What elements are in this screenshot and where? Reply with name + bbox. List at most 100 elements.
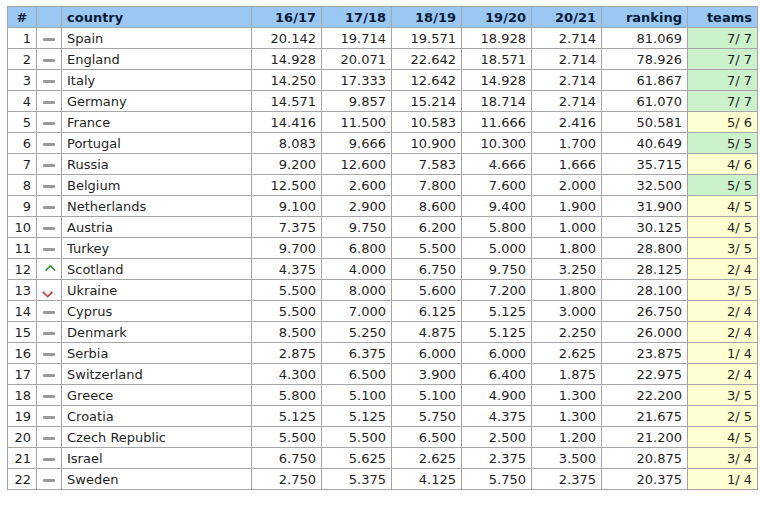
season-value-cell: 11.500 bbox=[322, 112, 392, 133]
season-value-cell: 5.500 bbox=[252, 301, 322, 322]
season-value-cell: 2.714 bbox=[532, 91, 602, 112]
season-value-cell: 6.400 bbox=[462, 364, 532, 385]
season-value-cell: 5.125 bbox=[462, 322, 532, 343]
table-body: 1Spain20.14219.71419.57118.9282.71481.06… bbox=[8, 28, 758, 490]
movement-cell bbox=[37, 385, 62, 406]
season-value-cell: 5.500 bbox=[322, 427, 392, 448]
dash-icon bbox=[43, 122, 55, 125]
season-value-cell: 9.750 bbox=[462, 259, 532, 280]
country-cell: Portugal bbox=[62, 133, 252, 154]
rank-cell: 4 bbox=[8, 91, 37, 112]
table-row: 14Cyprus5.5007.0006.1255.1253.00026.7502… bbox=[8, 301, 758, 322]
rank-cell: 2 bbox=[8, 49, 37, 70]
table-row: 18Greece5.8005.1005.1004.9001.30022.2003… bbox=[8, 385, 758, 406]
season-value-cell: 2.375 bbox=[462, 448, 532, 469]
dash-icon bbox=[43, 332, 55, 335]
col-country-header: country bbox=[62, 7, 252, 28]
country-cell: Italy bbox=[62, 70, 252, 91]
season-value-cell: 5.000 bbox=[462, 238, 532, 259]
season-value-cell: 14.928 bbox=[462, 70, 532, 91]
season-value-cell: 5.125 bbox=[252, 406, 322, 427]
col-season-18-19-header: 18/19 bbox=[392, 7, 462, 28]
season-value-cell: 5.125 bbox=[322, 406, 392, 427]
season-value-cell: 14.571 bbox=[252, 91, 322, 112]
season-value-cell: 7.200 bbox=[462, 280, 532, 301]
season-value-cell: 1.900 bbox=[532, 196, 602, 217]
season-value-cell: 6.125 bbox=[392, 301, 462, 322]
teams-cell: 4/ 6 bbox=[688, 154, 758, 175]
dash-icon bbox=[43, 185, 55, 188]
rank-cell: 10 bbox=[8, 217, 37, 238]
ranking-cell: 26.750 bbox=[602, 301, 688, 322]
ranking-cell: 21.675 bbox=[602, 406, 688, 427]
movement-cell bbox=[37, 280, 62, 301]
country-cell: Czech Republic bbox=[62, 427, 252, 448]
season-value-cell: 1.300 bbox=[532, 385, 602, 406]
table-row: 19Croatia5.1255.1255.7504.3751.30021.675… bbox=[8, 406, 758, 427]
dash-icon bbox=[43, 80, 55, 83]
season-value-cell: 7.583 bbox=[392, 154, 462, 175]
season-value-cell: 6.800 bbox=[322, 238, 392, 259]
coefficients-table: # country 16/17 17/18 18/19 19/20 20/21 … bbox=[7, 6, 758, 490]
season-value-cell: 2.750 bbox=[252, 469, 322, 490]
country-cell: Spain bbox=[62, 28, 252, 49]
season-value-cell: 18.714 bbox=[462, 91, 532, 112]
ranking-cell: 22.975 bbox=[602, 364, 688, 385]
dash-icon bbox=[43, 437, 55, 440]
season-value-cell: 9.200 bbox=[252, 154, 322, 175]
ranking-cell: 23.875 bbox=[602, 343, 688, 364]
movement-cell bbox=[37, 112, 62, 133]
dash-icon bbox=[43, 479, 55, 482]
rank-cell: 11 bbox=[8, 238, 37, 259]
rank-cell: 21 bbox=[8, 448, 37, 469]
season-value-cell: 4.900 bbox=[462, 385, 532, 406]
teams-cell: 4/ 5 bbox=[688, 217, 758, 238]
country-cell: Cyprus bbox=[62, 301, 252, 322]
teams-cell: 2/ 4 bbox=[688, 364, 758, 385]
season-value-cell: 2.714 bbox=[532, 70, 602, 91]
ranking-cell: 81.069 bbox=[602, 28, 688, 49]
rank-cell: 7 bbox=[8, 154, 37, 175]
movement-cell bbox=[37, 448, 62, 469]
season-value-cell: 2.000 bbox=[532, 175, 602, 196]
season-value-cell: 9.750 bbox=[322, 217, 392, 238]
season-value-cell: 5.100 bbox=[392, 385, 462, 406]
ranking-cell: 20.375 bbox=[602, 469, 688, 490]
country-cell: Austria bbox=[62, 217, 252, 238]
teams-cell: 7/ 7 bbox=[688, 70, 758, 91]
season-value-cell: 3.250 bbox=[532, 259, 602, 280]
movement-cell bbox=[37, 49, 62, 70]
movement-cell bbox=[37, 343, 62, 364]
ranking-cell: 31.900 bbox=[602, 196, 688, 217]
rank-cell: 16 bbox=[8, 343, 37, 364]
season-value-cell: 4.300 bbox=[252, 364, 322, 385]
season-value-cell: 4.875 bbox=[392, 322, 462, 343]
season-value-cell: 10.900 bbox=[392, 133, 462, 154]
country-cell: Serbia bbox=[62, 343, 252, 364]
dash-icon bbox=[43, 227, 55, 230]
season-value-cell: 3.900 bbox=[392, 364, 462, 385]
season-value-cell: 5.250 bbox=[322, 322, 392, 343]
table-row: 12Scotland4.3754.0006.7509.7503.25028.12… bbox=[8, 259, 758, 280]
season-value-cell: 9.100 bbox=[252, 196, 322, 217]
col-rank-header: # bbox=[8, 7, 37, 28]
season-value-cell: 2.625 bbox=[532, 343, 602, 364]
table-row: 10Austria7.3759.7506.2005.8001.00030.125… bbox=[8, 217, 758, 238]
col-season-20-21-header: 20/21 bbox=[532, 7, 602, 28]
dash-icon bbox=[43, 101, 55, 104]
season-value-cell: 8.083 bbox=[252, 133, 322, 154]
movement-cell bbox=[37, 133, 62, 154]
table-row: 5France14.41611.50010.58311.6662.41650.5… bbox=[8, 112, 758, 133]
season-value-cell: 4.000 bbox=[322, 259, 392, 280]
teams-cell: 2/ 4 bbox=[688, 322, 758, 343]
country-cell: Scotland bbox=[62, 259, 252, 280]
teams-cell: 7/ 7 bbox=[688, 28, 758, 49]
season-value-cell: 20.071 bbox=[322, 49, 392, 70]
col-season-17-18-header: 17/18 bbox=[322, 7, 392, 28]
season-value-cell: 5.750 bbox=[392, 406, 462, 427]
dash-icon bbox=[43, 353, 55, 356]
season-value-cell: 11.666 bbox=[462, 112, 532, 133]
season-value-cell: 3.000 bbox=[532, 301, 602, 322]
season-value-cell: 5.500 bbox=[392, 238, 462, 259]
movement-cell bbox=[37, 196, 62, 217]
